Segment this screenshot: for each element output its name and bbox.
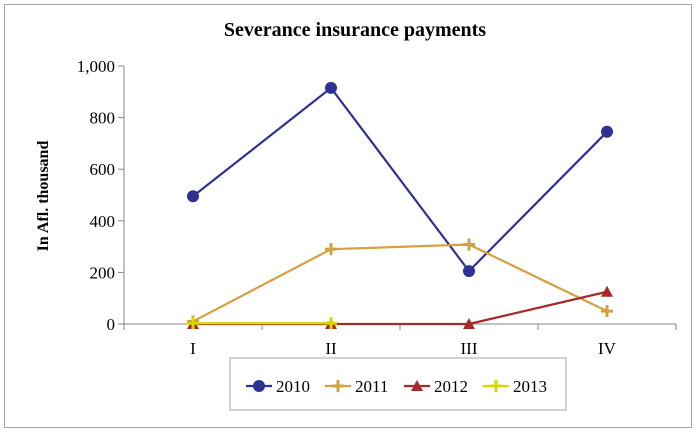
legend-marker	[332, 380, 344, 392]
data-point-2012	[463, 318, 475, 329]
y-axis-label: In Afl. thousand	[35, 141, 52, 252]
legend-label: 2013	[513, 377, 547, 396]
legend-box	[229, 357, 567, 411]
chart-frame	[4, 4, 692, 428]
legend-marker	[490, 380, 502, 392]
data-point-2010	[187, 190, 199, 203]
series-line-2010	[192, 86, 608, 273]
series-line-2011	[192, 243, 608, 323]
legend-item-2011: 2011	[325, 377, 388, 396]
x-tick-label: I	[190, 339, 196, 358]
y-tick-label: 600	[90, 160, 116, 179]
data-point-2011	[463, 238, 475, 251]
legend-label: 2011	[355, 377, 388, 396]
legend-item-2012: 2012	[404, 377, 468, 396]
y-tick-label: 0	[107, 315, 116, 334]
series-line-2012	[193, 290, 608, 326]
legend-marker	[411, 380, 423, 391]
data-point-2013	[325, 317, 337, 330]
chart-title: Severance insurance payments	[224, 19, 486, 41]
y-tick-label: 1,000	[77, 57, 115, 76]
legend: 2010 2011 2012 2013	[229, 357, 567, 411]
x-tick-label: II	[325, 339, 337, 358]
data-point-2010	[325, 81, 337, 94]
data-point-2012	[601, 285, 613, 297]
y-tick-label: 400	[90, 212, 116, 231]
data-point-2010	[463, 265, 475, 278]
x-tick-label: III	[461, 339, 478, 358]
data-point-2010	[601, 125, 613, 138]
y-tick-label: 200	[90, 263, 116, 282]
legend-label: 2010	[276, 377, 310, 396]
data-point-2011	[325, 243, 337, 256]
legend-item-2010: 2010	[246, 377, 310, 396]
series-2010	[187, 81, 613, 278]
legend-item-2013: 2013	[483, 377, 547, 396]
series-2013	[187, 317, 337, 330]
data-point-2013	[187, 317, 199, 330]
legend-label: 2012	[434, 377, 468, 396]
data-point-2011	[601, 305, 613, 318]
y-tick-label: 800	[90, 109, 116, 128]
legend-marker	[253, 380, 265, 392]
series-layer	[187, 81, 613, 330]
x-tick-label: IV	[598, 339, 617, 358]
series-2011	[187, 238, 613, 328]
